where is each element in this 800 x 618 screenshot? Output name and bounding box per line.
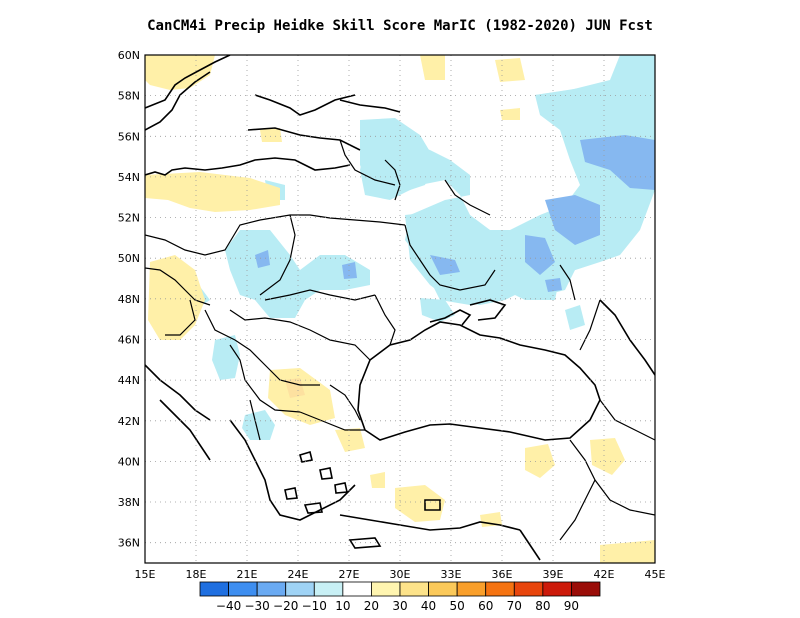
neg-region-spot <box>565 305 585 330</box>
colorbar-swatch <box>371 581 401 597</box>
lon-tick-label: 45E <box>645 568 666 581</box>
neg-region-moscow <box>360 118 435 195</box>
neg-mid-ukr <box>430 255 460 275</box>
pos-region-alps <box>148 255 205 340</box>
neg-mid-pl <box>255 250 270 268</box>
lat-tick-label: 60N <box>118 49 140 62</box>
neg-region-ukraine <box>405 210 575 305</box>
neg-mid-spot <box>545 278 562 292</box>
colorbar-label: −20 <box>273 599 298 613</box>
neg-mid-volga2 <box>525 235 555 275</box>
lon-tick-label: 24E <box>288 568 309 581</box>
colorbar-swatch <box>313 581 344 597</box>
colorbar-swatch <box>513 581 544 597</box>
neg-mid-pl2 <box>342 262 357 279</box>
lon-tick-label: 18E <box>186 568 207 581</box>
lon-tick-label: 15E <box>135 568 156 581</box>
lat-tick-label: 46N <box>118 333 140 346</box>
lon-tick-label: 36E <box>492 568 513 581</box>
colorbar: −40 −30 −20 −10 10 20 30 40 50 60 70 80 90 <box>199 581 601 613</box>
pos-region-balkans <box>268 368 335 425</box>
lat-tick-label: 44N <box>118 374 140 387</box>
colorbar-label: −40 <box>216 599 241 613</box>
colorbar-label: 90 <box>564 599 579 613</box>
pos-region-east-top <box>420 55 445 80</box>
lon-tick-label: 42E <box>594 568 615 581</box>
pos-region-baltic-west <box>145 172 280 212</box>
colorbar-swatch <box>228 581 258 597</box>
neg-region-east-top <box>535 55 655 95</box>
colorbar-swatch <box>542 581 572 597</box>
pos-region-southeast <box>600 540 655 563</box>
colorbar-label: −10 <box>302 599 327 613</box>
graticule <box>145 55 655 563</box>
pos-region-spot2 <box>370 472 385 488</box>
lat-tick-label: 54N <box>118 171 140 184</box>
colorbar-swatch <box>399 581 429 597</box>
pos-region-scandinavia <box>145 55 215 90</box>
pos-region-greece-west <box>335 428 365 452</box>
colorbar-swatch <box>342 581 372 597</box>
pos-region-caucasus <box>590 438 625 475</box>
coastlines <box>145 55 655 561</box>
lon-tick-label: 27E <box>339 568 360 581</box>
neg-mid-east <box>580 135 655 190</box>
lat-tick-label: 36N <box>118 537 140 550</box>
neg-mid-volga <box>545 195 600 245</box>
country-borders <box>145 139 655 541</box>
neg-region-poland <box>225 230 370 318</box>
lon-tick-label: 33E <box>441 568 462 581</box>
map-title: CanCM4i Precip Heidke Skill Score MarIC … <box>147 18 653 34</box>
colorbar-label: 20 <box>364 599 379 613</box>
lat-tick-label: 42N <box>118 415 140 428</box>
lat-tick-label: 50N <box>118 252 140 265</box>
lon-tick-label: 21E <box>237 568 258 581</box>
neg-region-greece <box>242 410 275 440</box>
colorbar-swatch <box>285 581 315 597</box>
pos-region-north-sweden <box>495 58 525 82</box>
pos-region-spot3 <box>500 108 520 120</box>
colorbar-swatch <box>456 581 487 597</box>
pos-region-spot4 <box>260 128 282 142</box>
lat-ticks: 36N 38N 40N 42N 44N 46N 48N 50N 52N 54N 56N 58N 60N <box>118 49 140 550</box>
colorbar-swatch <box>199 581 229 597</box>
lon-tick-label: 39E <box>543 568 564 581</box>
colorbar-label: 60 <box>478 599 493 613</box>
colorbar-label: 80 <box>535 599 550 613</box>
colorbar-label: 10 <box>335 599 350 613</box>
colorbar-swatch <box>428 581 458 597</box>
lon-ticks: 15E 18E 21E 24E 27E 30E 33E 36E 39E 42E 45E <box>135 568 666 581</box>
lon-tick-label: 30E <box>390 568 411 581</box>
colorbar-swatch <box>485 581 515 597</box>
colorbar-label: 30 <box>392 599 407 613</box>
shaded-fields <box>145 55 655 563</box>
pos-region-turkey-mid <box>395 485 445 522</box>
lat-tick-label: 48N <box>118 293 140 306</box>
colorbar-label: 70 <box>507 599 522 613</box>
colorbar-swatch <box>256 581 287 597</box>
colorbar-label: −30 <box>244 599 269 613</box>
lat-tick-label: 58N <box>118 90 140 103</box>
colorbar-label: 50 <box>450 599 465 613</box>
neg-region-balkans <box>212 335 240 380</box>
neg-region-crimea <box>420 298 455 322</box>
plot-frame <box>144 54 656 564</box>
lat-tick-label: 56N <box>118 130 140 143</box>
colorbar-swatch <box>571 581 601 597</box>
lat-tick-label: 52N <box>118 212 140 225</box>
lat-tick-label: 38N <box>118 496 140 509</box>
colorbar-label: 40 <box>421 599 436 613</box>
lat-tick-label: 40N <box>118 455 140 468</box>
